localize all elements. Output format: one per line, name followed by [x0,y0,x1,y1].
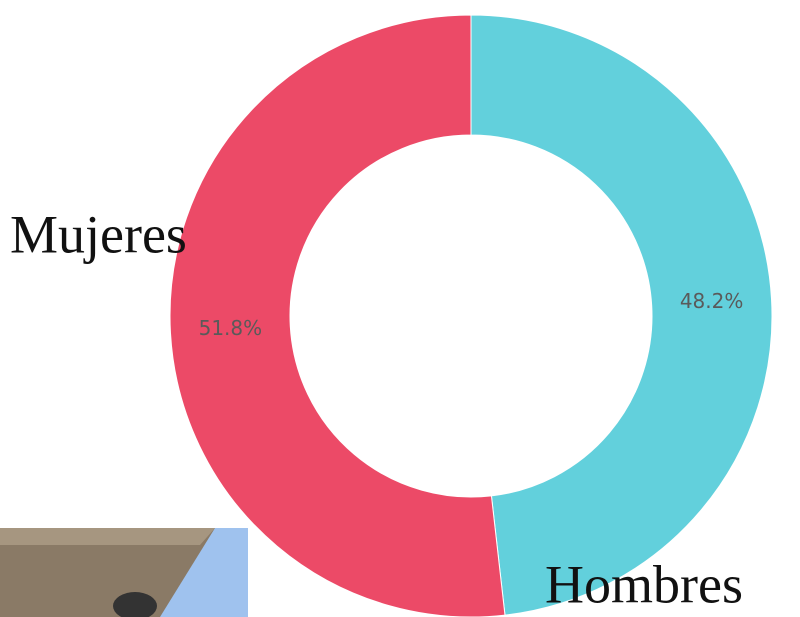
donut-segment [169,14,506,617]
photo [0,528,248,617]
donut-segment [470,14,773,616]
category-label: Hombres [545,554,743,614]
value-label: 48.2% [680,289,744,313]
category-label: Mujeres [10,204,187,264]
value-label: 51.8% [199,316,263,340]
